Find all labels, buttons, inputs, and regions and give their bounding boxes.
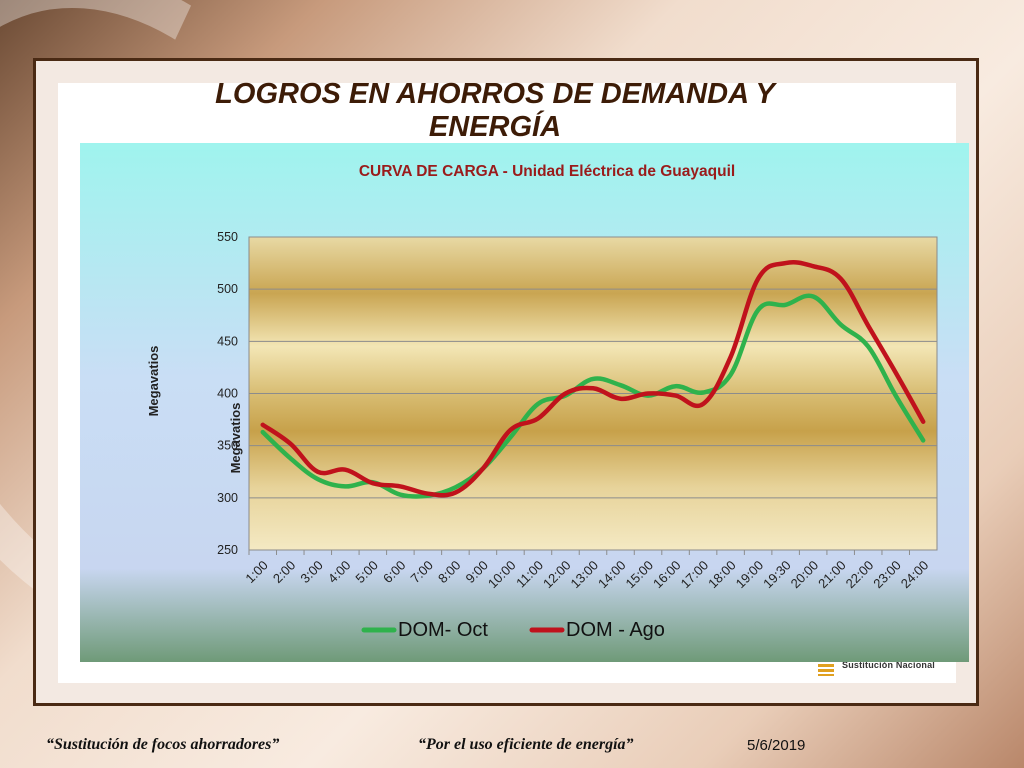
y-tick-labels: 250 300 350 400 450 500 550: [217, 230, 238, 557]
footer-date: 5/6/2019: [747, 737, 806, 754]
chart-title: CURVA DE CARGA - Unidad Eléctrica de Gua…: [359, 163, 735, 180]
slide-title: LOGROS EN AHORROS DE DEMANDA Y ENERGÍA: [215, 78, 775, 143]
y-tick-label: 500: [217, 282, 238, 296]
legend: DOM- Oct DOM - Ago: [361, 619, 665, 641]
series-line-dom-ago: [260, 259, 926, 498]
y-axis-label-inner: Megavatios: [228, 403, 243, 474]
y-axis-label: Megavatios: [146, 346, 161, 417]
load-curve-chart: CURVA DE CARGA - Unidad Eléctrica de Gua…: [80, 143, 969, 662]
y-tick-label: 300: [217, 491, 238, 505]
legend-label: DOM- Oct: [398, 619, 488, 641]
series-lines: [260, 259, 926, 499]
footer-middle-text: “Por el uso eficiente de energía”: [418, 736, 634, 753]
y-tick-label: 450: [217, 334, 238, 348]
legend-label: DOM - Ago: [566, 619, 665, 641]
footer-left-text: “Sustitución de focos ahorradores”: [46, 736, 280, 753]
y-tick-label: 550: [217, 230, 238, 244]
y-tick-label: 350: [217, 439, 238, 453]
y-tick-label: 250: [217, 543, 238, 557]
grid-lines: [249, 236, 937, 551]
logo-text: Sustitución Nacional: [842, 660, 936, 670]
y-tick-label: 400: [217, 387, 238, 401]
